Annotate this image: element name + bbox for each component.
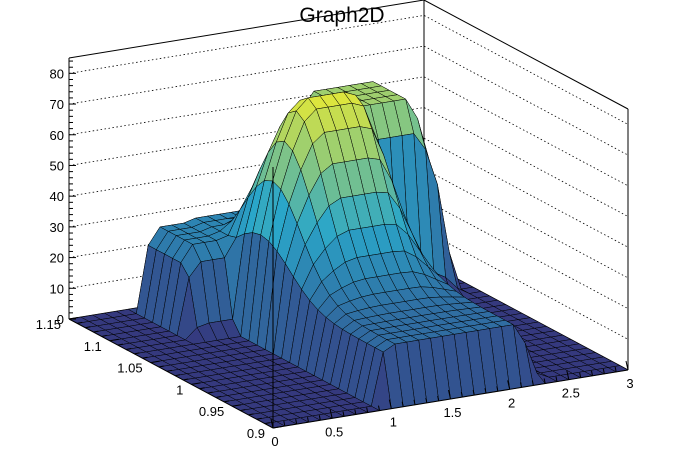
- y-tick-label: 0.9: [247, 426, 265, 441]
- y-tick-label: 0.95: [199, 404, 224, 419]
- z-axis: 0 10 20 30 40 50 60 70 80: [50, 60, 76, 327]
- y-minor-tick: [93, 330, 99, 333]
- x-tick-label: 1: [390, 415, 397, 430]
- x-major-tick: [329, 409, 333, 419]
- x-minor-tick: [318, 415, 321, 421]
- x-tick-label: 3: [626, 376, 633, 391]
- y-minor-tick: [158, 365, 164, 368]
- x-minor-tick: [307, 417, 309, 423]
- x-minor-tick: [460, 391, 463, 398]
- x-tick-label: 1.5: [443, 405, 461, 420]
- y-minor-tick: [134, 352, 140, 355]
- z-tick-label: 60: [50, 128, 64, 143]
- y-minor-tick: [77, 321, 83, 324]
- frame-edge: [423, 0, 629, 110]
- x-minor-tick: [283, 420, 286, 427]
- y-tick-label: 1.1: [84, 339, 102, 354]
- x-major-tick: [270, 418, 274, 429]
- z-tick-label: 30: [50, 220, 64, 235]
- y-minor-tick: [117, 343, 124, 346]
- z-tick-label: 70: [50, 97, 64, 112]
- x-minor-tick: [401, 401, 404, 407]
- y-minor-tick: [101, 334, 107, 337]
- x-major-tick: [625, 360, 629, 371]
- x-minor-tick: [602, 368, 605, 374]
- x-major-tick: [566, 370, 570, 380]
- x-minor-tick: [579, 372, 582, 378]
- x-major-tick: [507, 380, 511, 390]
- x-minor-tick: [591, 370, 593, 376]
- x-minor-tick: [543, 378, 546, 384]
- x-tick-label: 0: [271, 434, 278, 449]
- x-major-tick: [448, 389, 451, 400]
- y-minor-tick: [166, 369, 173, 372]
- x-minor-tick: [366, 407, 369, 413]
- x-axis: 0 0.5 1 1.5 2 2.5 3: [270, 360, 634, 449]
- y-minor-tick: [223, 400, 230, 403]
- y-tick-label: 1.05: [117, 361, 142, 376]
- y-minor-tick: [240, 409, 246, 412]
- y-major-tick: [232, 404, 242, 407]
- y-minor-tick: [256, 417, 262, 420]
- z-tick-label: 10: [50, 281, 64, 296]
- x-minor-tick: [496, 386, 499, 392]
- y-minor-tick: [126, 348, 132, 351]
- y-minor-tick: [183, 378, 189, 381]
- y-major-tick: [191, 382, 201, 385]
- y-minor-tick: [199, 387, 205, 390]
- x-minor-tick: [295, 419, 298, 425]
- frame-edge: [68, 318, 274, 429]
- x-tick-label: 0.5: [325, 424, 343, 439]
- x-minor-tick: [614, 366, 617, 373]
- z-tick-label: 20: [50, 251, 64, 266]
- y-minor-tick: [85, 326, 91, 329]
- x-tick-label: 2.5: [562, 386, 580, 401]
- y-major-tick: [272, 426, 283, 429]
- y-tick-label: 1.15: [36, 317, 61, 332]
- x-tick-label: 2: [508, 395, 515, 410]
- surface-plot: [68, 80, 629, 429]
- y-minor-tick: [264, 422, 270, 425]
- y-major-tick: [150, 360, 160, 364]
- x-minor-tick: [354, 409, 357, 415]
- y-tick-label: 1: [176, 382, 183, 397]
- z-tick-label: 80: [50, 66, 64, 81]
- y-minor-tick: [174, 374, 181, 377]
- y-minor-tick: [142, 356, 148, 359]
- chart-title: Graph2D: [299, 4, 384, 27]
- x-major-tick: [388, 399, 392, 409]
- frame-edge: [68, 0, 425, 59]
- y-major-tick: [109, 338, 119, 342]
- y-minor-tick: [248, 413, 254, 416]
- x-minor-tick: [472, 390, 475, 396]
- x-minor-tick: [378, 405, 380, 411]
- x-minor-tick: [437, 395, 440, 402]
- x-minor-tick: [342, 411, 345, 417]
- y-minor-tick: [207, 391, 213, 394]
- x-minor-tick: [520, 382, 522, 388]
- z-tick-label: 50: [50, 158, 64, 173]
- y-axis: 0.9 0.95 1 1.05 1.1 1.15: [36, 317, 283, 441]
- y-major-tick: [68, 317, 79, 320]
- y-minor-tick: [215, 395, 221, 398]
- z-tick-label: 0: [57, 312, 64, 327]
- z-tick-label: 40: [50, 189, 64, 204]
- x-minor-tick: [413, 399, 416, 405]
- x-minor-tick: [555, 376, 558, 382]
- x-minor-tick: [484, 388, 487, 394]
- x-minor-tick: [531, 380, 534, 386]
- x-minor-tick: [425, 397, 428, 403]
